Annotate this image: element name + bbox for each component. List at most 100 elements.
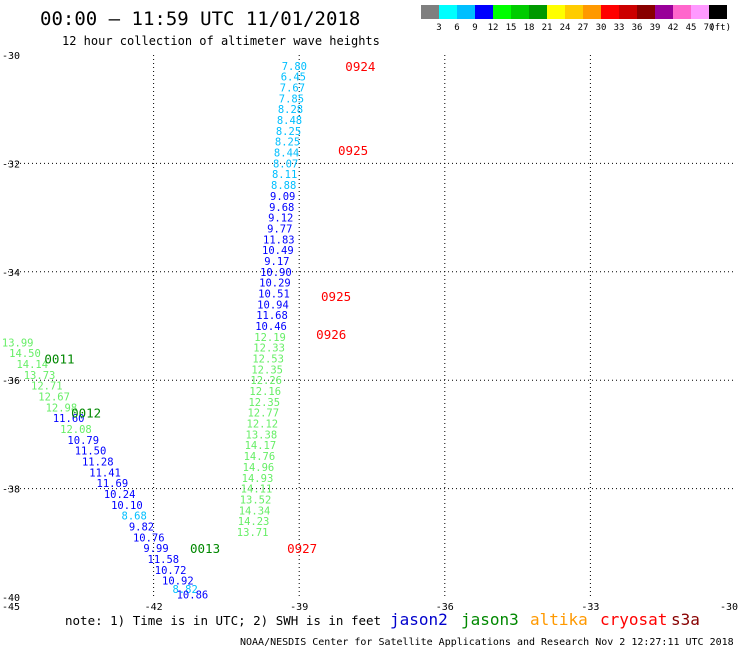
wave-height-point: 11.60 [53, 413, 85, 425]
colorbar-label: 70 [704, 23, 715, 33]
wave-height-point: 12.08 [60, 424, 92, 436]
colorbar-swatch [637, 5, 655, 19]
colorbar-swatch [709, 5, 727, 19]
pass-time-label: 0925 [321, 289, 351, 304]
wave-height-point: 14.50 [9, 348, 41, 360]
wave-height-point: 14.93 [242, 473, 274, 485]
y-tick-label: -38 [2, 485, 20, 496]
wave-height-point: 9.09 [270, 191, 295, 203]
y-tick-label: -40 [2, 593, 20, 604]
pass-time-annotations: 0924 0925 0925 0926 0927 0011 0012 0013 [44, 59, 375, 556]
colorbar-swatch [421, 5, 439, 19]
wave-height-point: 8.11 [272, 169, 297, 181]
x-tick-label: -30 [720, 602, 738, 613]
wave-height-point: 9.68 [269, 202, 294, 214]
wave-height-point: 12.12 [247, 419, 279, 431]
colorbar: 3 6 9 12 15 18 21 24 27 30 33 36 39 42 45 70(ft) [421, 5, 731, 33]
x-tick-label: -45 [2, 602, 20, 613]
colorbar-label: 24 [560, 23, 571, 33]
pass-time-label: 0927 [287, 541, 317, 556]
wave-height-point: 7.67 [280, 83, 305, 95]
wave-height-point: 12.16 [249, 386, 281, 398]
colorbar-label: 36 [632, 23, 643, 33]
legend-item: jason2 [390, 610, 448, 629]
wave-height-point: 10.90 [260, 267, 292, 279]
pass-time-label: 0924 [345, 59, 375, 74]
wave-height-point: 10.46 [255, 321, 287, 333]
colorbar-swatch [439, 5, 457, 19]
wave-height-point: 12.35 [248, 397, 280, 409]
wave-height-point: 8.48 [277, 115, 302, 127]
colorbar-label: 15 [506, 23, 517, 33]
wave-height-point: 10.49 [262, 245, 294, 257]
wave-height-point: 8.28 [278, 104, 303, 116]
legend-item: s3a [671, 610, 700, 629]
colorbar-swatch [475, 5, 493, 19]
colorbar-swatch [457, 5, 475, 19]
wave-height-point: 8.88 [271, 180, 296, 192]
colorbar-label: 18 [524, 23, 535, 33]
x-tick-label: -42 [145, 602, 163, 613]
pass-time-label: 0926 [316, 327, 346, 342]
wave-height-point: 12.33 [253, 343, 285, 355]
wave-height-point: 12.53 [252, 354, 284, 366]
wave-height-point: 10.51 [258, 288, 290, 300]
axis-ticks: -30 -32 -34 -36 -38 -40-45 -42 -39 -36 -33 -30 [2, 51, 738, 613]
wave-height-point: 9.17 [264, 256, 289, 268]
colorbar-swatch [583, 5, 601, 19]
wave-height-point: 12.98 [46, 402, 78, 414]
y-tick-label: -34 [2, 268, 20, 279]
wave-height-point: 14.23 [238, 516, 270, 528]
colorbar-swatch [691, 5, 709, 19]
colorbar-label: 42 [668, 23, 679, 33]
wave-height-point: 8.44 [274, 148, 299, 160]
colorbar-swatch [511, 5, 529, 19]
colorbar-label: 3 [436, 23, 441, 33]
wave-height-point: 14.14 [16, 359, 48, 371]
data-points: 7.806.457.677.858.288.488.258.258.448.07… [2, 61, 307, 601]
wave-height-point: 12.67 [38, 391, 70, 403]
colorbar-swatch [547, 5, 565, 19]
y-tick-label: -36 [2, 376, 20, 387]
wave-height-point: 10.94 [257, 299, 289, 311]
colorbar-unit: (ft) [709, 23, 731, 33]
grid-lines [8, 55, 736, 597]
chart-subtitle: 12 hour collection of altimeter wave hei… [62, 34, 380, 48]
wave-height-point: 10.29 [259, 278, 291, 290]
legend-item: altika [530, 610, 588, 629]
wave-height-point: 9.12 [268, 213, 293, 225]
wave-height-point: 11.28 [82, 457, 114, 469]
wave-height-point: 8.68 [122, 511, 147, 523]
wave-height-point: 10.10 [111, 500, 143, 512]
wave-height-point: 10.76 [133, 532, 165, 544]
pass-time-label: 0925 [338, 143, 368, 158]
legend-item: jason3 [461, 610, 519, 629]
wave-height-point: 7.80 [282, 61, 307, 73]
y-tick-label: -32 [2, 159, 20, 170]
wave-height-point: 14.34 [239, 505, 271, 517]
colorbar-label: 39 [650, 23, 661, 33]
wave-height-point: 13.73 [24, 370, 56, 382]
colorbar-swatch [601, 5, 619, 19]
wave-height-point: 13.71 [237, 527, 269, 539]
wave-height-point: 11.50 [75, 446, 107, 458]
wave-height-point: 9.99 [143, 543, 168, 555]
colorbar-swatch [673, 5, 691, 19]
colorbar-label: 33 [614, 23, 625, 33]
wave-height-point: 12.71 [31, 381, 63, 393]
wave-height-point: 8.25 [275, 137, 300, 149]
wave-height-point: 13.38 [246, 429, 278, 441]
wave-height-point: 12.19 [254, 332, 286, 344]
x-tick-label: -33 [581, 602, 599, 613]
wave-height-point: 13.99 [2, 337, 34, 349]
wave-height-point: 11.83 [263, 234, 295, 246]
wave-height-point: 11.68 [256, 310, 288, 322]
wave-height-point: 8.07 [273, 158, 298, 170]
pass-time-label: 0012 [71, 406, 101, 421]
wave-height-point: 12.35 [251, 364, 283, 376]
colorbar-swatch [565, 5, 583, 19]
legend-item: cryosat [600, 610, 667, 629]
wave-height-point: 14.17 [245, 440, 277, 452]
wave-height-point: 11.69 [97, 478, 129, 490]
